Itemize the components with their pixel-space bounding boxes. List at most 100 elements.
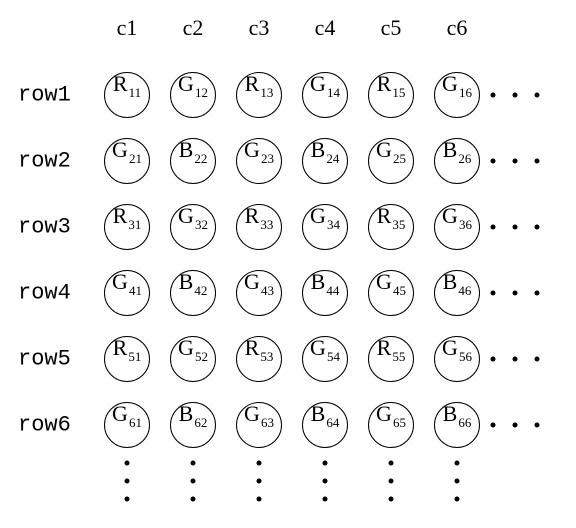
cell-letter: B (311, 403, 326, 425)
pixel-cell: G14 (302, 72, 348, 118)
cell-letter: G (442, 205, 458, 227)
cell-subscript: 14 (327, 86, 340, 99)
cell-subscript: 34 (327, 218, 340, 231)
cell-letter: G (442, 337, 458, 359)
pixel-cell: G52 (170, 336, 216, 382)
cell-subscript: 63 (261, 416, 274, 429)
ellipsis-dot (491, 159, 496, 164)
cell-subscript: 31 (128, 218, 141, 231)
ellipsis-dot (389, 461, 394, 466)
pixel-cell: G25 (368, 138, 414, 184)
cell-subscript: 26 (458, 152, 471, 165)
ellipsis-dot (323, 497, 328, 502)
cell-letter: G (178, 73, 194, 95)
ellipsis-dot (491, 291, 496, 296)
cell-subscript: 56 (459, 350, 472, 363)
pixel-cell: G63 (236, 402, 282, 448)
cell-subscript: 44 (326, 284, 339, 297)
cell-letter: G (310, 73, 326, 95)
pixel-cell: B66 (434, 402, 480, 448)
pixel-cell: B46 (434, 270, 480, 316)
cell-subscript: 25 (393, 152, 406, 165)
ellipsis-dot (455, 461, 460, 466)
col-header: c5 (381, 15, 402, 41)
row-header: row4 (18, 281, 71, 306)
row-header: row2 (18, 149, 71, 174)
cell-subscript: 43 (261, 284, 274, 297)
cell-subscript: 33 (260, 218, 273, 231)
pixel-cell: G32 (170, 204, 216, 250)
pixel-cell: G21 (104, 138, 150, 184)
cell-subscript: 22 (194, 152, 207, 165)
cell-letter: G (244, 139, 260, 161)
row-header: row3 (18, 215, 71, 240)
cell-letter: G (310, 337, 326, 359)
cell-letter: R (245, 73, 260, 95)
cell-subscript: 54 (327, 350, 340, 363)
pixel-cell: B42 (170, 270, 216, 316)
row-header: row6 (18, 413, 71, 438)
ellipsis-dot (389, 497, 394, 502)
cell-subscript: 46 (458, 284, 471, 297)
ellipsis-dot (513, 291, 518, 296)
col-header: c1 (117, 15, 138, 41)
cell-subscript: 41 (129, 284, 142, 297)
ellipsis-dot (323, 461, 328, 466)
cell-subscript: 15 (392, 86, 405, 99)
pixel-cell: G23 (236, 138, 282, 184)
pixel-cell: B24 (302, 138, 348, 184)
cell-letter: R (377, 73, 392, 95)
cell-subscript: 36 (459, 218, 472, 231)
cell-letter: G (244, 403, 260, 425)
cell-letter: G (112, 139, 128, 161)
pixel-cell: R13 (236, 72, 282, 118)
ellipsis-dot (257, 479, 262, 484)
ellipsis-dot (191, 461, 196, 466)
cell-letter: R (245, 205, 260, 227)
ellipsis-dot (513, 159, 518, 164)
cell-letter: G (112, 403, 128, 425)
cell-letter: G (178, 337, 194, 359)
cell-letter: G (244, 271, 260, 293)
cell-subscript: 35 (392, 218, 405, 231)
ellipsis-dot (257, 497, 262, 502)
cell-letter: B (179, 271, 194, 293)
ellipsis-dot (125, 497, 130, 502)
ellipsis-dot (455, 497, 460, 502)
ellipsis-dot (491, 225, 496, 230)
pixel-cell: G54 (302, 336, 348, 382)
pixel-cell: B22 (170, 138, 216, 184)
cell-letter: G (376, 271, 392, 293)
pixel-cell: G61 (104, 402, 150, 448)
ellipsis-dot (535, 357, 540, 362)
cell-letter: B (311, 139, 326, 161)
cell-letter: R (113, 337, 128, 359)
bayer-pattern-diagram: c1c2c3c4c5c6row1row2row3row4row5row6R11G… (0, 0, 576, 528)
cell-letter: R (113, 205, 128, 227)
pixel-cell: R53 (236, 336, 282, 382)
ellipsis-dot (513, 357, 518, 362)
cell-subscript: 16 (459, 86, 472, 99)
pixel-cell: R51 (104, 336, 150, 382)
cell-letter: G (112, 271, 128, 293)
pixel-cell: G41 (104, 270, 150, 316)
cell-letter: G (442, 73, 458, 95)
ellipsis-dot (257, 461, 262, 466)
ellipsis-dot (491, 357, 496, 362)
pixel-cell: B44 (302, 270, 348, 316)
row-header: row5 (18, 347, 71, 372)
cell-letter: G (376, 139, 392, 161)
ellipsis-dot (191, 497, 196, 502)
ellipsis-dot (389, 479, 394, 484)
cell-subscript: 53 (260, 350, 273, 363)
ellipsis-dot (125, 479, 130, 484)
cell-letter: R (377, 205, 392, 227)
ellipsis-dot (455, 479, 460, 484)
cell-subscript: 42 (194, 284, 207, 297)
pixel-cell: R31 (104, 204, 150, 250)
cell-subscript: 12 (195, 86, 208, 99)
pixel-cell: B62 (170, 402, 216, 448)
cell-letter: B (443, 403, 458, 425)
cell-subscript: 52 (195, 350, 208, 363)
ellipsis-dot (535, 93, 540, 98)
